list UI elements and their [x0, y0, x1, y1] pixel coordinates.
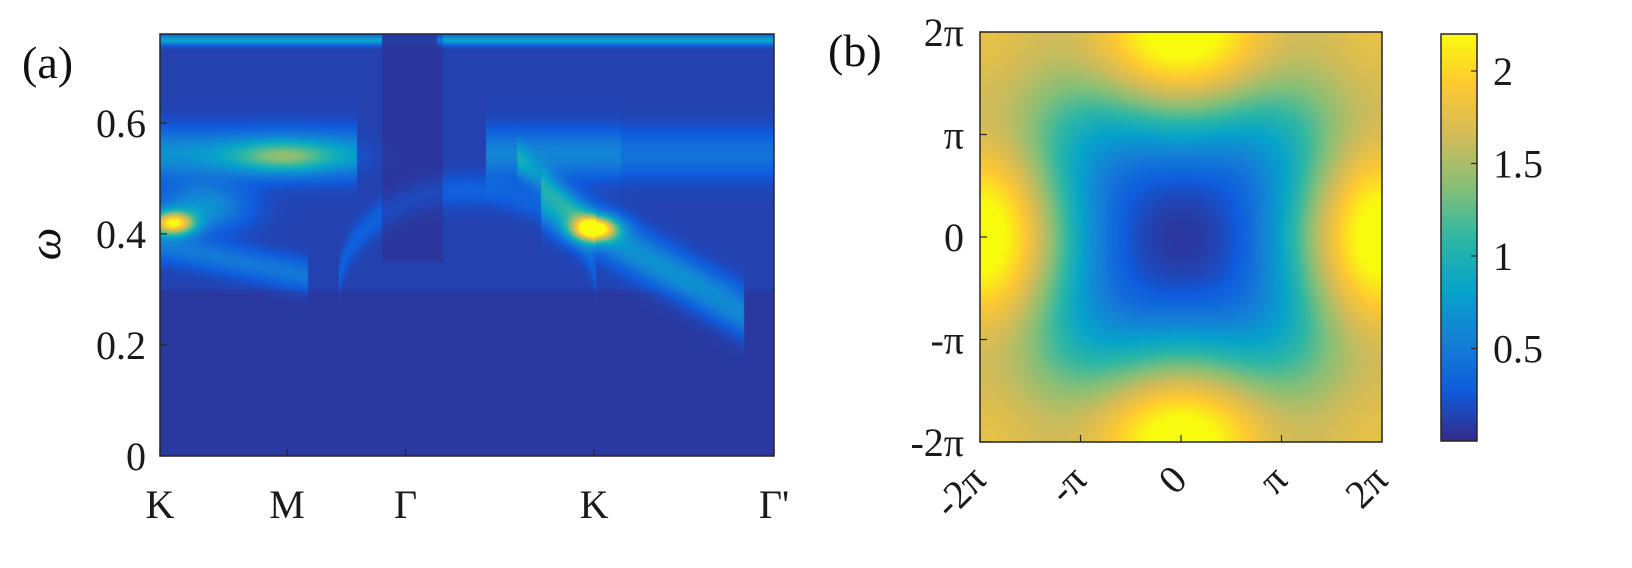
- b-xtick-label: -π: [1039, 457, 1095, 513]
- panel-a-label: (a): [22, 37, 73, 88]
- a-ytick-label: 0.4: [96, 212, 146, 257]
- b-ytick-label: 0: [944, 215, 964, 260]
- b-xtick-label: -2π: [925, 457, 995, 527]
- panel-b-label: (b): [828, 25, 882, 76]
- colorbar-tick-label: 0.5: [1493, 327, 1543, 372]
- b-ytick-label: π: [944, 113, 964, 158]
- panel-a-x-ticks: K M Γ K Γ': [146, 449, 789, 527]
- panel-b-y-ticks: 2π π 0 -π -2π: [910, 10, 987, 465]
- a-ytick-label: 0.6: [96, 101, 146, 146]
- a-xtick-label: Γ: [394, 482, 417, 527]
- a-xtick-label: M: [269, 482, 305, 527]
- panel-b-x-ticks: -2π -π 0 π 2π: [925, 435, 1396, 527]
- colorbar-tick-label: 1: [1493, 234, 1513, 279]
- panel-a: (a) ω 0 0.2 0.4 0.6 K M Γ K Γ': [19, 33, 789, 527]
- panel-a-y-ticks: 0 0.2 0.4 0.6: [96, 101, 167, 479]
- b-ytick-label: -π: [930, 318, 964, 363]
- panel-a-plot-area: [160, 34, 774, 456]
- colorbar-tick-label: 2: [1493, 49, 1513, 94]
- colorbar-tick-label: 1.5: [1493, 142, 1543, 187]
- b-ytick-label: -2π: [910, 420, 964, 465]
- panel-a-frame: [159, 33, 775, 457]
- a-xtick-label: Γ': [759, 482, 789, 527]
- a-ytick-label: 0: [126, 434, 146, 479]
- a-xtick-label: K: [580, 482, 609, 527]
- colorbar-ticks: 0.5 1 1.5 2: [1471, 49, 1543, 372]
- panel-a-ylabel: ω: [19, 228, 70, 260]
- colorbar: [1441, 34, 1477, 441]
- a-ytick-label: 0.2: [96, 323, 146, 368]
- panel-b-plot-area: [980, 32, 1382, 442]
- b-xtick-label: 2π: [1336, 457, 1396, 517]
- b-xtick-label: 0: [1149, 457, 1195, 503]
- a-xtick-label: K: [146, 482, 175, 527]
- panel-b: (b) 2π π 0 -π -2π -2π -π 0 π 2π 0.5 1 1.5 2: [828, 10, 1543, 526]
- b-ytick-label: 2π: [924, 10, 964, 55]
- b-xtick-label: π: [1250, 457, 1296, 503]
- colorbar-frame: [1440, 33, 1478, 442]
